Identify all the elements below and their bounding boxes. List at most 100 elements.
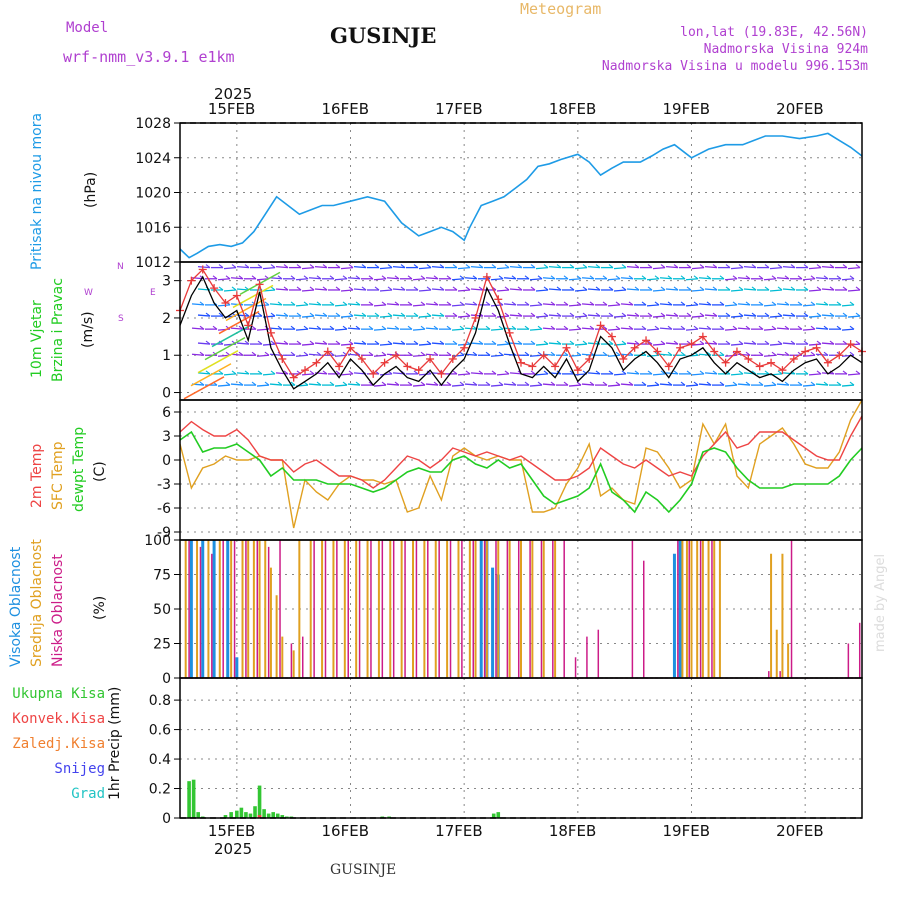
wind-arrow	[425, 353, 439, 356]
wind-arrow-head	[452, 264, 458, 269]
wind-arrow	[308, 277, 322, 280]
wind-arrow	[392, 288, 406, 291]
wind-arrow	[418, 343, 432, 346]
wind-arrow	[782, 288, 796, 291]
wind-arrow	[659, 383, 673, 386]
wind-arrow-head	[712, 312, 718, 317]
wind-arrow-head	[335, 286, 341, 291]
wind-arrow-head	[777, 340, 783, 345]
wind-arrow-head	[842, 312, 848, 317]
wind-speed-line	[179, 275, 863, 390]
wind-arrow-head	[355, 275, 361, 280]
wind-arrow-head	[758, 381, 764, 386]
wind-arrow-head	[361, 264, 367, 269]
wind-arrow	[847, 266, 861, 270]
wind-arrow-head	[771, 301, 777, 306]
wind-arrow-head	[680, 325, 686, 330]
wind-arrow	[262, 343, 276, 346]
wind-arrow-head	[355, 325, 361, 330]
y-tick-label: 25	[153, 637, 171, 653]
wind-arrow	[847, 315, 861, 318]
wind-arrow	[301, 343, 315, 346]
wind-arrow	[548, 342, 562, 345]
wind-arrow-head	[790, 312, 796, 317]
wind-arrow-head	[238, 275, 244, 280]
day-label-top-17feb: 17FEB	[435, 100, 483, 118]
wind-arrow-head	[290, 275, 296, 280]
wind-arrow-head	[316, 325, 322, 330]
wind-arrow-head	[316, 381, 322, 386]
y-tick-label: 3	[162, 429, 171, 445]
wind-arrow-head	[504, 312, 510, 317]
wind-arrow	[704, 265, 718, 269]
wind-arrow-head	[823, 275, 829, 280]
wind-arrow-head	[387, 340, 393, 345]
wind-arrow	[431, 342, 445, 345]
wind-arrow-head	[472, 381, 478, 386]
wind-arrow	[223, 266, 237, 270]
wind-arrow	[334, 278, 348, 281]
wind-arrow-head	[277, 381, 283, 386]
wind-arrow-head	[634, 312, 640, 317]
wind-arrow	[392, 314, 406, 317]
y-tick-label: -6	[157, 501, 171, 517]
wind-arrow	[295, 354, 309, 357]
cloud-series-2	[188, 540, 861, 678]
y-tick-label: 0.6	[149, 723, 171, 739]
wind-arrow	[587, 288, 601, 291]
wind-arrow-head	[764, 340, 770, 345]
wind-arrow	[412, 354, 426, 357]
wind-arrow	[308, 303, 322, 306]
wind-arrow-head	[205, 370, 211, 375]
wind-arrow-head	[530, 312, 536, 317]
wind-arrow-head	[511, 301, 517, 306]
wind-arrow-head	[602, 325, 608, 330]
wind-arrow	[808, 373, 822, 376]
wind-arrow	[704, 288, 718, 291]
wind-arrow-head	[296, 264, 302, 269]
wind-arrow-head	[738, 312, 744, 317]
wind-arrow-head	[647, 312, 653, 317]
wind-arrow	[542, 327, 556, 330]
wind-arrow-head	[290, 381, 296, 386]
wind-arrow-head	[374, 264, 380, 269]
wind-arrow	[451, 328, 465, 331]
wind-arrow	[620, 383, 634, 386]
wind-arrow-head	[452, 340, 458, 345]
wind-arrow-head	[595, 312, 601, 317]
wind-arrow	[503, 327, 517, 330]
wind-arrow	[535, 343, 549, 346]
wind-arrow	[724, 354, 738, 357]
wind-arrow-head	[413, 340, 419, 345]
wind-arrow-head	[673, 312, 679, 317]
wind-arrow	[425, 383, 439, 386]
wind-arrow-head	[504, 264, 510, 269]
temp-dewpt-line	[179, 430, 863, 514]
wind-arrow-head	[667, 325, 673, 330]
wind-arrow	[652, 343, 666, 346]
wind-arrow	[646, 278, 660, 281]
wind-arrow	[295, 328, 309, 331]
wind-arrow-head	[621, 312, 627, 317]
wind-arrow-head	[842, 286, 848, 291]
wind-arrow-head	[654, 301, 660, 306]
wind-arrow	[347, 327, 361, 330]
wind-arrow	[269, 303, 283, 306]
wind-arrow-head	[316, 351, 322, 356]
wind-arrow-head	[309, 312, 315, 317]
wind-arrow-head	[498, 351, 504, 356]
wind-arrow-head	[478, 370, 484, 375]
cloud-series-1	[184, 540, 790, 678]
footer-station: GUSINJE	[330, 862, 397, 878]
wind-arrow-head	[465, 286, 471, 291]
wind-arrow-head	[641, 275, 647, 280]
precip-legend-item: Snijeg	[54, 761, 105, 777]
wind-arrow-head	[680, 301, 686, 306]
wind-arrow-head	[712, 370, 718, 375]
wind-arrow-head	[407, 351, 413, 356]
wind-arrow-head	[764, 286, 770, 291]
wind-arrow	[776, 327, 790, 330]
wind-arrow-head	[498, 381, 504, 386]
wind-arrow-head	[264, 381, 270, 386]
wind-arrow-head	[439, 286, 445, 291]
